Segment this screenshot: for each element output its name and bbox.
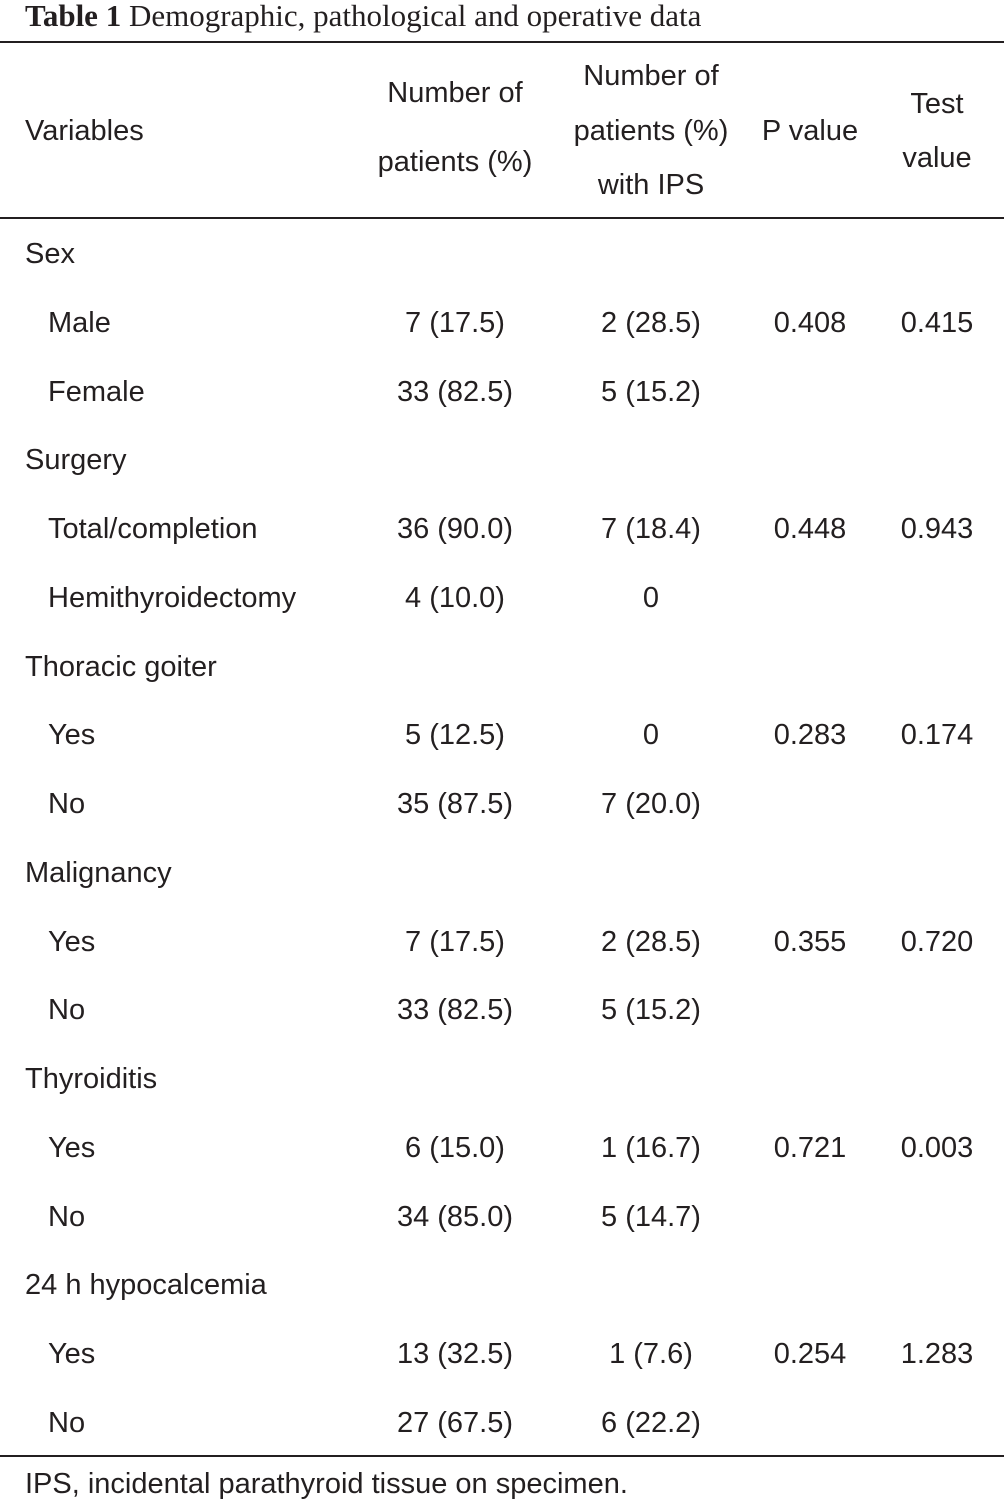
cell-p-value: 0.448 xyxy=(773,513,847,545)
row-label: Total/completion xyxy=(48,513,258,545)
cell-test-value: 0.415 xyxy=(900,307,974,339)
header-variables: Variables xyxy=(25,115,144,147)
header-number-of-patients: Number of patients (%) xyxy=(355,76,555,178)
cell-number-with-ips: 6 (22.2) xyxy=(601,1407,701,1439)
cell-test-value: 0.943 xyxy=(900,513,974,545)
header-number-with-ips-line1: Number of xyxy=(583,60,719,92)
row-label: Female xyxy=(48,376,145,408)
group-label: 24 h hypocalcemia xyxy=(25,1269,267,1301)
cell-number-with-ips: 5 (15.2) xyxy=(601,376,701,408)
cell-number-of-patients: 13 (32.5) xyxy=(396,1338,514,1370)
group-label: Thyroiditis xyxy=(25,1063,158,1095)
cell-number-with-ips: 7 (20.0) xyxy=(601,788,701,820)
table-caption-label: Table 1 xyxy=(25,0,122,33)
cell-test-value: 0.003 xyxy=(900,1132,974,1164)
header-test-value-line1: Test xyxy=(910,88,964,120)
cell-number-of-patients: 5 (12.5) xyxy=(405,719,505,751)
cell-number-with-ips: 0 xyxy=(642,582,660,614)
cell-number-with-ips: 0 xyxy=(642,719,660,751)
header-number-with-ips-line3: with IPS xyxy=(597,169,705,201)
row-label: No xyxy=(48,788,86,820)
row-label: Yes xyxy=(48,1132,96,1164)
cell-number-of-patients: 7 (17.5) xyxy=(405,307,505,339)
cell-test-value: 0.720 xyxy=(900,926,974,958)
cell-number-of-patients: 27 (67.5) xyxy=(396,1407,514,1439)
cell-number-with-ips: 1 (16.7) xyxy=(601,1132,701,1164)
row-label: No xyxy=(48,1201,86,1233)
cell-p-value: 0.721 xyxy=(773,1132,847,1164)
cell-test-value: 0.174 xyxy=(900,719,974,751)
table-caption-text: Demographic, pathological and operative … xyxy=(121,0,702,33)
cell-number-of-patients: 33 (82.5) xyxy=(396,994,514,1026)
cell-number-of-patients: 34 (85.0) xyxy=(396,1201,514,1233)
header-p-value: P value xyxy=(761,115,859,147)
cell-number-of-patients: 36 (90.0) xyxy=(396,513,514,545)
cell-p-value: 0.283 xyxy=(773,719,847,751)
cell-number-of-patients: 4 (10.0) xyxy=(405,582,505,614)
cell-p-value: 0.408 xyxy=(773,307,847,339)
cell-test-value: 1.283 xyxy=(900,1338,974,1370)
group-label: Sex xyxy=(25,238,75,270)
row-label: Hemithyroidectomy xyxy=(48,582,297,614)
cell-number-with-ips: 1 (7.6) xyxy=(609,1338,693,1370)
row-label: Yes xyxy=(48,1338,96,1370)
row-label: Yes xyxy=(48,926,96,958)
group-label: Thoracic goiter xyxy=(25,651,217,683)
row-label: Male xyxy=(48,307,111,339)
cell-number-with-ips: 7 (18.4) xyxy=(601,513,701,545)
cell-number-of-patients: 6 (15.0) xyxy=(405,1132,505,1164)
table-footnote: IPS, incidental parathyroid tissue on sp… xyxy=(25,1468,628,1500)
cell-number-with-ips: 2 (28.5) xyxy=(601,926,701,958)
cell-number-of-patients: 7 (17.5) xyxy=(405,926,505,958)
table-header-rule xyxy=(0,217,1004,219)
header-number-of-patients-line1: Number of xyxy=(387,77,523,109)
row-label: No xyxy=(48,994,86,1026)
header-number-with-ips-line2: patients (%) xyxy=(573,115,729,147)
cell-number-with-ips: 5 (15.2) xyxy=(601,994,701,1026)
table-caption: Table 1 Demographic, pathological and op… xyxy=(25,0,701,34)
cell-p-value: 0.254 xyxy=(773,1338,847,1370)
row-label: No xyxy=(48,1407,86,1439)
cell-number-with-ips: 5 (14.7) xyxy=(601,1201,701,1233)
row-label: Yes xyxy=(48,719,96,751)
cell-number-of-patients: 33 (82.5) xyxy=(396,376,514,408)
cell-number-of-patients: 35 (87.5) xyxy=(396,788,514,820)
group-label: Surgery xyxy=(25,444,127,476)
header-test-value-line2: value xyxy=(902,142,972,174)
table-top-rule xyxy=(0,41,1004,43)
cell-number-with-ips: 2 (28.5) xyxy=(601,307,701,339)
header-number-of-patients-line2: patients (%) xyxy=(377,146,533,178)
cell-p-value: 0.355 xyxy=(773,926,847,958)
group-label: Malignancy xyxy=(25,857,172,889)
table-bottom-rule xyxy=(0,1455,1004,1457)
